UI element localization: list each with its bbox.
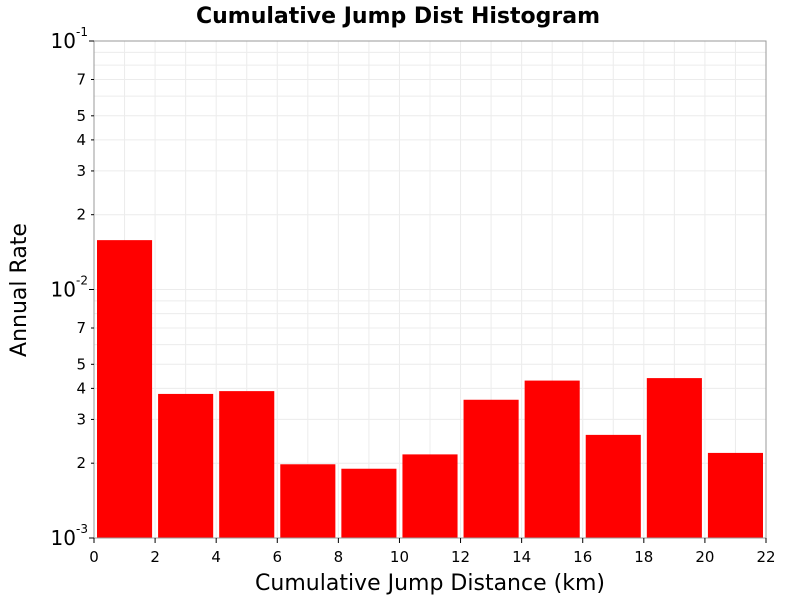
y-minor-tick-label: 3: [76, 410, 86, 428]
x-tick-label: 4: [211, 548, 221, 566]
x-tick-label: 6: [272, 548, 282, 566]
x-tick-label: 12: [451, 548, 470, 566]
histogram-bar: [463, 399, 519, 538]
y-minor-tick-label: 7: [76, 319, 86, 337]
histogram-bar: [97, 240, 153, 538]
y-minor-tick-label: 2: [76, 454, 86, 472]
y-minor-tick-label: 4: [76, 379, 86, 397]
x-tick-label: 16: [573, 548, 592, 566]
histogram-bar: [341, 468, 397, 538]
y-minor-tick-label: 5: [76, 107, 86, 125]
histogram-bar: [646, 378, 702, 538]
y-minor-tick-label: 3: [76, 162, 86, 180]
histogram-bar: [524, 380, 580, 538]
histogram-bar: [585, 434, 641, 538]
y-tick-label-base: 10: [51, 29, 76, 53]
x-tick-label: 8: [334, 548, 344, 566]
histogram-bar: [402, 454, 458, 538]
x-tick-label: 10: [390, 548, 409, 566]
histogram-bar: [707, 452, 763, 538]
x-tick-label: 0: [89, 548, 99, 566]
y-tick-label-base: 10: [51, 278, 76, 302]
y-minor-tick-label: 5: [76, 355, 86, 373]
y-minor-tick-label: 2: [76, 206, 86, 224]
y-tick-label-exponent: -2: [76, 274, 88, 288]
x-tick-label: 18: [634, 548, 653, 566]
histogram-bar: [280, 464, 336, 538]
y-minor-tick-label: 4: [76, 131, 86, 149]
bars: [97, 240, 763, 538]
histogram-bar: [219, 391, 275, 538]
y-tick-label-exponent: -3: [76, 522, 88, 536]
x-axis-label: Cumulative Jump Distance (km): [255, 571, 605, 596]
y-tick-label-exponent: -1: [76, 25, 88, 39]
x-tick-label: 20: [695, 548, 714, 566]
x-tick-label: 14: [512, 548, 531, 566]
y-tick-label-base: 10: [51, 526, 76, 550]
y-axis-label: Annual Rate: [7, 223, 32, 357]
x-tick-label: 2: [150, 548, 160, 566]
x-tick-label: 22: [756, 548, 775, 566]
chart-title: Cumulative Jump Dist Histogram: [196, 4, 600, 29]
histogram-bar: [158, 393, 214, 538]
y-minor-tick-label: 7: [76, 70, 86, 88]
